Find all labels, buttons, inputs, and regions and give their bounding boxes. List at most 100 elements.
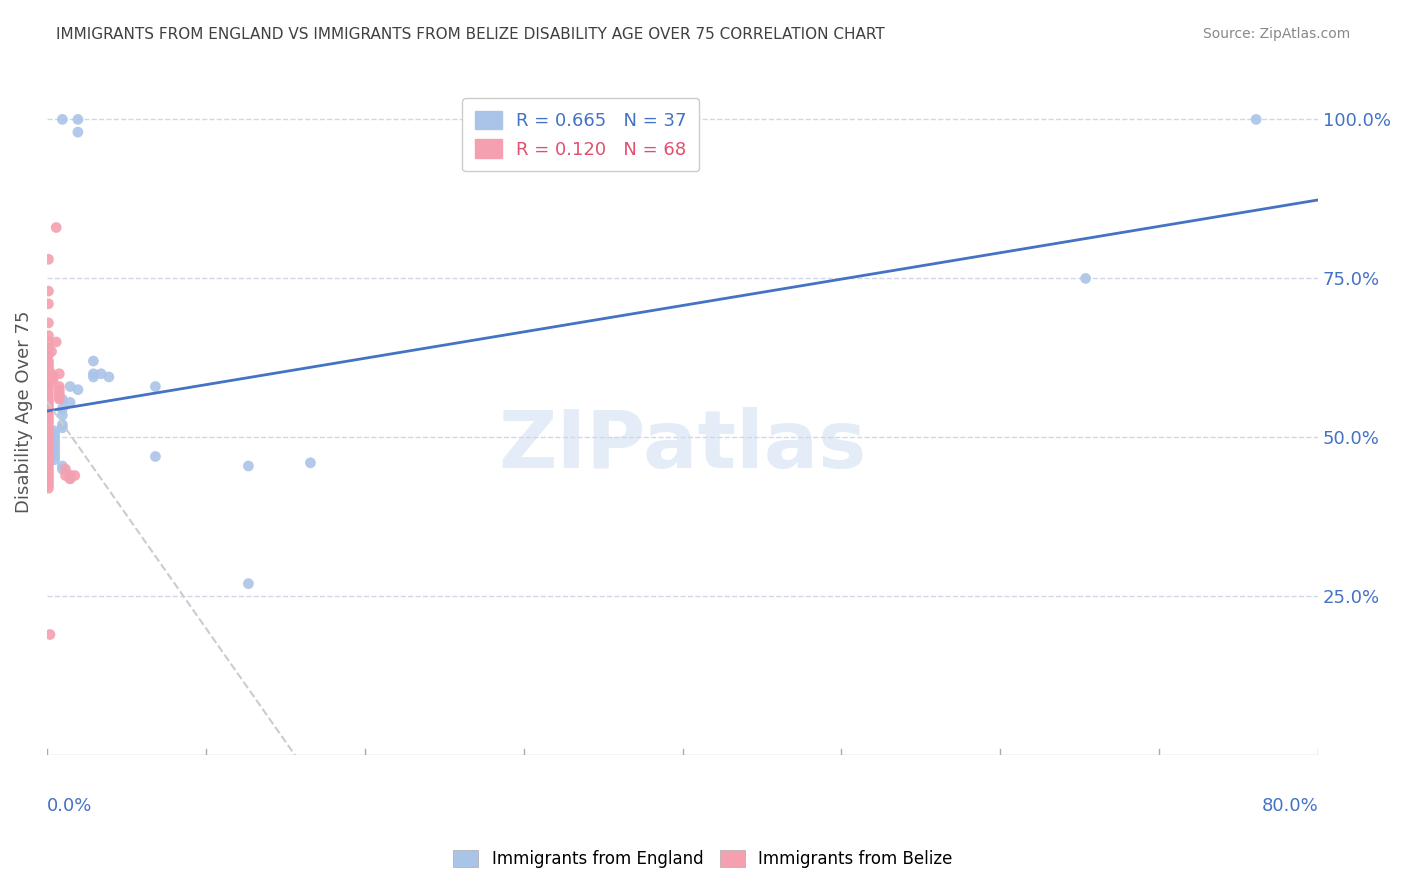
Point	[51, 417, 73, 432]
Point	[37, 360, 59, 375]
Point	[44, 430, 66, 444]
Point	[63, 468, 86, 483]
Point	[45, 334, 67, 349]
Point	[97, 370, 120, 384]
Text: 0.0%: 0.0%	[46, 797, 93, 814]
Point	[37, 383, 59, 397]
Point	[37, 417, 59, 432]
Point	[41, 344, 63, 359]
Point	[37, 284, 59, 298]
Point	[37, 334, 59, 349]
Point	[59, 468, 82, 483]
Point	[37, 415, 59, 429]
Point	[48, 389, 70, 403]
Point	[44, 446, 66, 460]
Point	[37, 481, 59, 495]
Text: ZIPatlas: ZIPatlas	[498, 408, 866, 485]
Point	[37, 392, 59, 407]
Y-axis label: Disability Age Over 75: Disability Age Over 75	[15, 310, 32, 513]
Point	[37, 475, 59, 489]
Point	[48, 385, 70, 400]
Point	[37, 395, 59, 409]
Point	[145, 450, 167, 464]
Text: Source: ZipAtlas.com: Source: ZipAtlas.com	[1202, 27, 1350, 41]
Point	[59, 395, 82, 409]
Point	[37, 252, 59, 267]
Point	[59, 472, 82, 486]
Point	[37, 436, 59, 450]
Legend: Immigrants from England, Immigrants from Belize: Immigrants from England, Immigrants from…	[447, 843, 959, 875]
Point	[37, 376, 59, 391]
Text: 80.0%: 80.0%	[1261, 797, 1319, 814]
Point	[37, 297, 59, 311]
Point	[37, 328, 59, 343]
Point	[37, 405, 59, 419]
Point	[42, 373, 65, 387]
Point	[82, 370, 104, 384]
Point	[51, 421, 73, 435]
Point	[37, 316, 59, 330]
Point	[37, 367, 59, 381]
Point	[59, 379, 82, 393]
Point	[1244, 112, 1267, 127]
Point	[37, 408, 59, 422]
Point	[37, 424, 59, 438]
Point	[45, 220, 67, 235]
Point	[82, 367, 104, 381]
Point	[37, 363, 59, 377]
Point	[37, 399, 59, 413]
Point	[37, 421, 59, 435]
Point	[51, 458, 73, 473]
Point	[37, 466, 59, 480]
Point	[37, 389, 59, 403]
Point	[59, 468, 82, 483]
Point	[37, 472, 59, 486]
Point	[37, 401, 59, 416]
Point	[299, 456, 322, 470]
Point	[37, 348, 59, 362]
Point	[44, 450, 66, 464]
Point	[44, 443, 66, 458]
Point	[37, 370, 59, 384]
Point	[66, 125, 89, 139]
Point	[44, 440, 66, 454]
Point	[37, 385, 59, 400]
Point	[238, 576, 260, 591]
Point	[37, 456, 59, 470]
Point	[37, 342, 59, 356]
Point	[39, 627, 62, 641]
Point	[42, 370, 65, 384]
Point	[37, 434, 59, 448]
Point	[37, 443, 59, 458]
Point	[37, 379, 59, 393]
Point	[48, 383, 70, 397]
Point	[37, 411, 59, 425]
Point	[44, 452, 66, 467]
Point	[51, 408, 73, 422]
Point	[51, 462, 73, 476]
Point	[37, 478, 59, 492]
Point	[59, 472, 82, 486]
Point	[41, 370, 63, 384]
Point	[44, 434, 66, 448]
Point	[48, 379, 70, 393]
Point	[66, 112, 89, 127]
Point	[145, 379, 167, 393]
Point	[44, 424, 66, 438]
Text: IMMIGRANTS FROM ENGLAND VS IMMIGRANTS FROM BELIZE DISABILITY AGE OVER 75 CORRELA: IMMIGRANTS FROM ENGLAND VS IMMIGRANTS FR…	[56, 27, 884, 42]
Point	[37, 440, 59, 454]
Point	[37, 430, 59, 444]
Point	[48, 367, 70, 381]
Point	[37, 450, 59, 464]
Point	[44, 436, 66, 450]
Point	[37, 373, 59, 387]
Point	[82, 354, 104, 368]
Point	[51, 112, 73, 127]
Point	[51, 401, 73, 416]
Point	[90, 367, 112, 381]
Point	[51, 392, 73, 407]
Point	[238, 458, 260, 473]
Point	[37, 452, 59, 467]
Point	[48, 392, 70, 407]
Point	[37, 462, 59, 476]
